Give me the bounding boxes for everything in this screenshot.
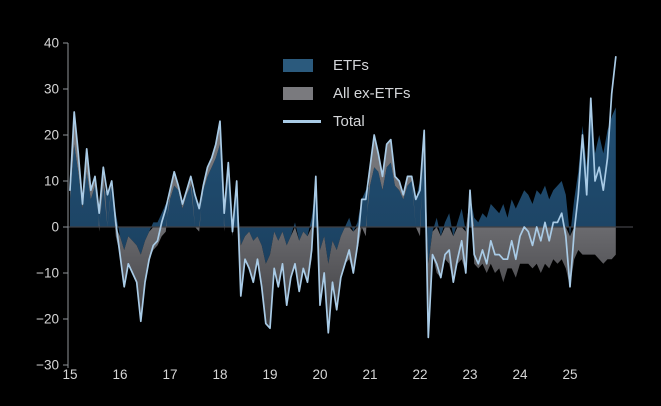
y-tick-label: −30: [36, 358, 59, 373]
x-tick-label: 19: [262, 367, 277, 382]
legend: ETFs All ex-ETFs Total: [283, 54, 411, 133]
legend-swatch-box: [283, 120, 333, 123]
x-tick-label: 23: [462, 367, 477, 382]
legend-swatch-box: [283, 87, 333, 100]
plot-area: [68, 55, 633, 339]
etfs-area-series: [70, 107, 616, 264]
legend-item-etfs: ETFs: [283, 54, 411, 77]
x-tick-label: 25: [562, 367, 577, 382]
total-line-series: [69, 55, 617, 339]
x-tick-label: 24: [512, 367, 528, 382]
legend-item-all-ex-etfs: All ex-ETFs: [283, 82, 411, 105]
y-tick-label: 20: [44, 128, 59, 143]
all-ex-etfs-swatch-icon: [283, 87, 313, 100]
x-tick-label: 22: [412, 367, 427, 382]
total-line-swatch-icon: [283, 120, 321, 123]
y-tick-label: 40: [44, 36, 59, 51]
legend-label-etfs: ETFs: [333, 57, 369, 74]
y-tick-label: 0: [51, 220, 59, 235]
x-tick-label: 16: [112, 367, 127, 382]
x-tick-label: 15: [62, 367, 77, 382]
x-tick-label: 21: [362, 367, 377, 382]
legend-label-total: Total: [333, 113, 365, 130]
etfs-swatch-icon: [283, 59, 313, 72]
x-tick-label: 18: [212, 367, 227, 382]
y-tick-label: −10: [36, 266, 59, 281]
legend-swatch-box: [283, 59, 333, 72]
legend-label-all-ex-etfs: All ex-ETFs: [333, 85, 411, 102]
legend-item-total: Total: [283, 110, 411, 133]
x-tick-label: 17: [162, 367, 177, 382]
y-tick-label: −20: [36, 312, 59, 327]
x-tick-label: 20: [312, 367, 327, 382]
y-tick-label: 30: [44, 82, 59, 97]
y-tick-label: 10: [44, 174, 59, 189]
